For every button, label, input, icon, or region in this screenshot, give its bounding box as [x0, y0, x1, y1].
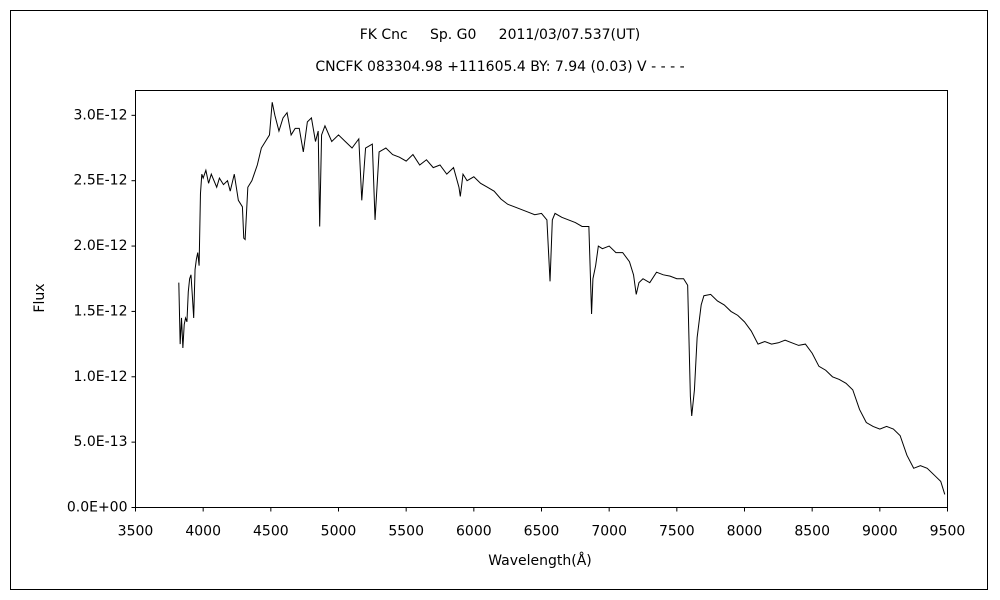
x-tick-label: 4500 [253, 524, 289, 540]
x-tick-label: 7000 [591, 524, 627, 540]
x-tick-label: 3500 [118, 524, 154, 540]
chart-title: FK Cnc Sp. G0 2011/03/07.537(UT) [360, 27, 641, 43]
x-tick-label: 8000 [727, 524, 763, 540]
y-tick-label: 2.5E-12 [74, 173, 128, 189]
x-tick-label: 6500 [524, 524, 560, 540]
y-tick-label: 1.0E-12 [74, 369, 128, 385]
y-axis-label: Flux [32, 283, 48, 312]
plot-area [135, 90, 948, 508]
y-tick-label: 0.0E+00 [67, 500, 128, 516]
y-tick-label: 3.0E-12 [74, 107, 128, 123]
x-tick-label: 6000 [456, 524, 492, 540]
x-axis-label: Wavelength(Å) [488, 552, 592, 569]
x-tick-label: 8500 [794, 524, 830, 540]
x-tick-label: 4000 [185, 524, 221, 540]
x-tick-label: 9000 [862, 524, 898, 540]
chart-subtitle: CNCFK 083304.98 +111605.4 BY: 7.94 (0.03… [315, 59, 684, 75]
spectrum-line [178, 102, 946, 495]
x-tick-label: 9500 [930, 524, 966, 540]
x-tick-label: 7500 [659, 524, 695, 540]
y-tick-label: 5.0E-13 [74, 434, 128, 450]
y-tick-label: 1.5E-12 [74, 303, 128, 319]
y-tick-label: 2.0E-12 [74, 238, 128, 254]
x-tick-label: 5500 [388, 524, 424, 540]
x-tick-label: 5000 [321, 524, 357, 540]
